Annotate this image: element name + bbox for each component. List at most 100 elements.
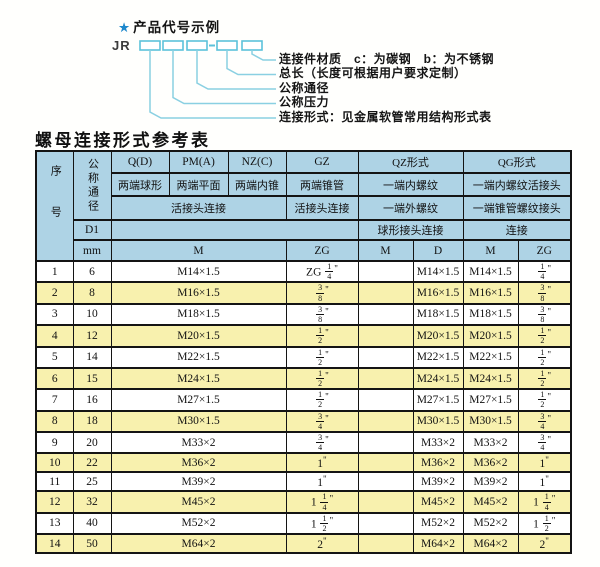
header-desc-gz: 两端锥管 xyxy=(285,172,359,197)
cell-qg-zg: 2" xyxy=(517,533,572,555)
diagram-title-text: 产品代号示例 xyxy=(133,20,221,35)
header-nominal-diameter: 公称通径 xyxy=(72,150,112,221)
cell-qz-m xyxy=(357,430,414,455)
diagram-title: ★ 产品代号示例 xyxy=(118,16,220,36)
cell-mm: 16 xyxy=(72,388,112,412)
cell-qg-m: M24×1.5 xyxy=(462,366,519,391)
header-group-qg: QG形式 xyxy=(462,150,572,174)
cell-mm: 12 xyxy=(72,324,112,348)
cell-qg-m: M14×1.5 xyxy=(462,259,519,284)
cell-m: M24×1.5 xyxy=(110,366,287,391)
header-sub-qz-d: D xyxy=(412,239,464,262)
cell-qg-zg: 1 2 " xyxy=(517,345,572,369)
cell-qg-m: M39×2 xyxy=(462,471,519,493)
star-icon: ★ xyxy=(118,20,132,35)
cell-gz-zg: 3 4 " xyxy=(285,430,359,455)
code-box-1 xyxy=(139,40,161,51)
cell-qz-m xyxy=(357,302,414,327)
cell-gz-zg: 1 1 4 " xyxy=(285,490,359,514)
cell-m: M20×1.5 xyxy=(110,324,287,348)
table-row: 3 10 M18×1.5 3 8 " M18×1.5 M18×1.5 3 8 " xyxy=(35,302,572,327)
table-row: 11 25 M39×2 1" M39×2 M39×2 1" xyxy=(35,471,572,493)
cell-qz-d: M39×2 xyxy=(412,471,464,493)
code-box-4 xyxy=(216,40,238,51)
header-desc-nzc: 两端内锥 xyxy=(227,172,287,197)
cell-gz-zg: 1 2 " xyxy=(285,366,359,391)
cell-m: M64×2 xyxy=(110,533,287,555)
cell-qg-zg: 1 4 " xyxy=(517,259,572,284)
cell-m: M45×2 xyxy=(110,490,287,514)
cell-qz-d: M14×1.5 xyxy=(412,259,464,284)
cell-m: M22×1.5 xyxy=(110,345,287,369)
cell-qg-m: M27×1.5 xyxy=(462,388,519,412)
cell-mm: 50 xyxy=(72,533,112,555)
cell-qz-d: M36×2 xyxy=(412,452,464,474)
header-conn-qg: 连接 xyxy=(462,219,572,241)
table-row: 10 22 M36×2 1" M36×2 M36×2 1" xyxy=(35,452,572,474)
cell-mm: 20 xyxy=(72,430,112,455)
cell-qz-d: M16×1.5 xyxy=(412,281,464,305)
code-box-5 xyxy=(241,40,263,51)
cell-mm: 22 xyxy=(72,452,112,474)
cell-qz-m xyxy=(357,511,414,536)
cell-qz-d: M20×1.5 xyxy=(412,324,464,348)
table-row: 1 6 M14×1.5 ZG 1 4 " M14×1.5 M14×1.5 1 4 " xyxy=(35,259,572,284)
header-conn-qz: 球形接头连接 xyxy=(357,219,464,241)
cell-gz-zg: 1 2 " xyxy=(285,388,359,412)
cell-gz-zg: 1 2 " xyxy=(285,345,359,369)
cell-seq: 1 xyxy=(35,259,74,284)
cell-qg-m: M64×2 xyxy=(462,533,519,555)
header-sub-m: M xyxy=(110,239,287,262)
cell-m: M36×2 xyxy=(110,452,287,474)
header-desc2-qg: 一端锥管螺纹接头 xyxy=(462,195,572,221)
cell-m: M27×1.5 xyxy=(110,388,287,412)
cell-qg-m: M45×2 xyxy=(462,490,519,514)
cell-qz-m xyxy=(357,259,414,284)
cell-mm: 40 xyxy=(72,511,112,536)
cell-qz-m xyxy=(357,345,414,369)
code-label-pressure: 公称压力 xyxy=(279,95,330,109)
cell-qg-m: M36×2 xyxy=(462,452,519,474)
header-group-nzc: NZ(C) xyxy=(227,150,287,174)
cell-qz-m xyxy=(357,281,414,305)
cell-qg-zg: 1 1 2 " xyxy=(517,511,572,536)
cell-qz-d: M45×2 xyxy=(412,490,464,514)
cell-mm: 18 xyxy=(72,409,112,434)
cell-qg-zg: 1 2 " xyxy=(517,388,572,412)
table-title: 螺母连接形式参考表 xyxy=(35,131,211,151)
cell-qg-zg: 1" xyxy=(517,452,572,474)
cell-seq: 8 xyxy=(35,409,74,434)
leader-line-material xyxy=(251,50,276,61)
leader-line-length xyxy=(226,50,276,76)
header-desc-qg: 一端内螺纹活接头 xyxy=(462,172,572,197)
cell-m: M33×2 xyxy=(110,430,287,455)
header-sub-zg: ZG xyxy=(285,239,359,262)
header-sub-qg-m: M xyxy=(462,239,519,262)
cell-qg-zg: 1 2 " xyxy=(517,366,572,391)
cell-gz-zg: 1 1 2 " xyxy=(285,511,359,536)
cell-qg-zg: 3 8 " xyxy=(517,302,572,327)
cell-seq: 9 xyxy=(35,430,74,455)
product-code-diagram: ★ 产品代号示例 JR 连接件材质 c：为碳钢 b：为不锈钢 总长（长度可根据用户… xyxy=(0,0,600,150)
cell-qg-zg: 3 4 " xyxy=(517,430,572,455)
cell-qz-m xyxy=(357,388,414,412)
cell-mm: 10 xyxy=(72,302,112,327)
header-desc-qz: 一端内螺纹 xyxy=(357,172,464,197)
cell-qz-m xyxy=(357,471,414,493)
header-unit-mm: mm xyxy=(72,239,112,262)
header-seq: 序号 xyxy=(35,150,74,262)
leader-line-connection xyxy=(149,50,276,119)
cell-seq: 14 xyxy=(35,533,74,555)
cell-gz-zg: ZG 1 4 " xyxy=(285,259,359,284)
cell-qz-m xyxy=(357,452,414,474)
cell-gz-zg: 1 2 " xyxy=(285,324,359,348)
cell-m: M14×1.5 xyxy=(110,259,287,284)
code-label-length: 总长（长度可根据用户要求定制） xyxy=(279,66,467,80)
code-diagram-lines xyxy=(139,40,276,119)
header-group-pma: PM(A) xyxy=(168,150,229,174)
cell-mm: 14 xyxy=(72,345,112,369)
cell-qz-d: M27×1.5 xyxy=(412,388,464,412)
cell-qz-d: M33×2 xyxy=(412,430,464,455)
cell-qz-d: M30×1.5 xyxy=(412,409,464,434)
table-row: 9 20 M33×2 3 4 " M33×2 M33×2 3 4 " xyxy=(35,430,572,455)
